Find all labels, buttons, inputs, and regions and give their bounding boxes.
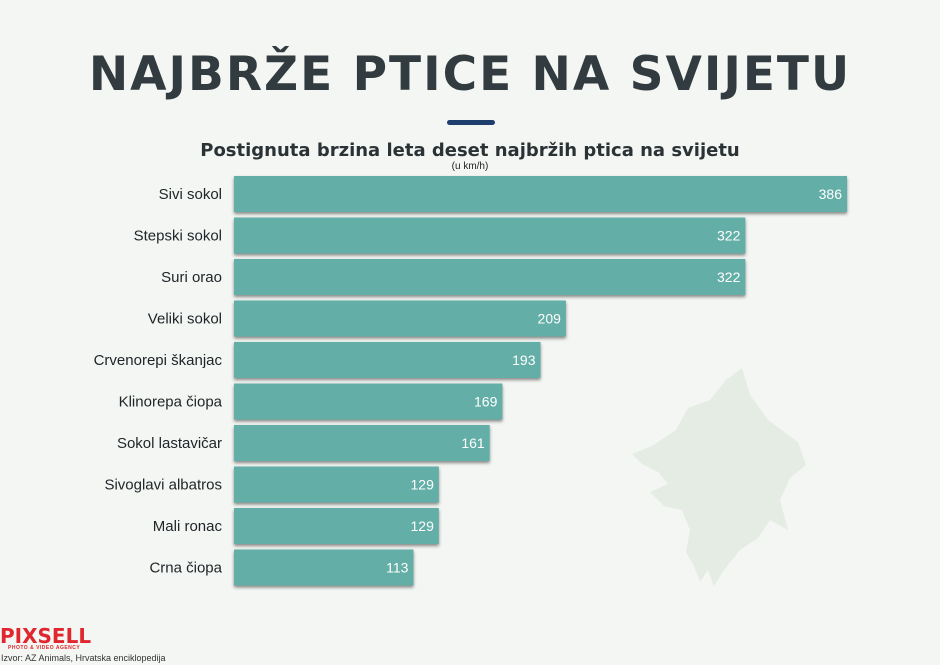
bar xyxy=(234,383,503,420)
category-label: Sivoglavi albatros xyxy=(104,477,222,494)
pixsell-logo: PIXSELL xyxy=(0,624,92,648)
chart-title: Postignuta brzina leta deset najbržih pt… xyxy=(200,140,740,161)
category-label: Crna čiopa xyxy=(149,560,222,577)
value-label: 193 xyxy=(512,352,536,368)
value-label: 209 xyxy=(538,311,562,327)
value-label: 129 xyxy=(411,477,435,493)
category-label: Mali ronac xyxy=(153,518,223,535)
value-label: 129 xyxy=(411,518,435,534)
bar xyxy=(234,549,414,586)
bar xyxy=(234,217,746,254)
category-label: Veliki sokol xyxy=(148,311,222,328)
category-label: Sivi sokol xyxy=(159,186,222,203)
category-label: Stepski sokol xyxy=(134,228,222,245)
category-label: Sokol lastavičar xyxy=(117,435,222,452)
bar xyxy=(234,342,541,378)
value-label: 322 xyxy=(717,269,741,285)
bar xyxy=(234,259,746,295)
bar xyxy=(234,425,490,461)
bird-watermark-icon xyxy=(632,368,806,586)
value-label: 113 xyxy=(386,560,409,576)
bar xyxy=(234,466,439,503)
source-note: Izvor: AZ Animals, Hrvatska enciklopedij… xyxy=(1,653,166,663)
chart-subtitle: (u km/h) xyxy=(451,161,489,172)
value-label: 169 xyxy=(474,394,498,410)
bar xyxy=(234,176,847,212)
bar xyxy=(234,508,439,544)
category-label: Suri orao xyxy=(161,269,222,286)
category-label: Crvenorepi škanjac xyxy=(94,352,223,369)
title-underline xyxy=(447,120,495,125)
value-label: 161 xyxy=(461,435,485,451)
value-label: 322 xyxy=(717,228,741,244)
bar xyxy=(234,300,566,337)
logo-tagline: PHOTO & VIDEO AGENCY xyxy=(8,645,81,651)
page-title: NAJBRŽE PTICE NA SVIJETU xyxy=(88,47,852,102)
category-label: Klinorepa čiopa xyxy=(119,394,223,411)
value-label: 386 xyxy=(819,186,843,202)
